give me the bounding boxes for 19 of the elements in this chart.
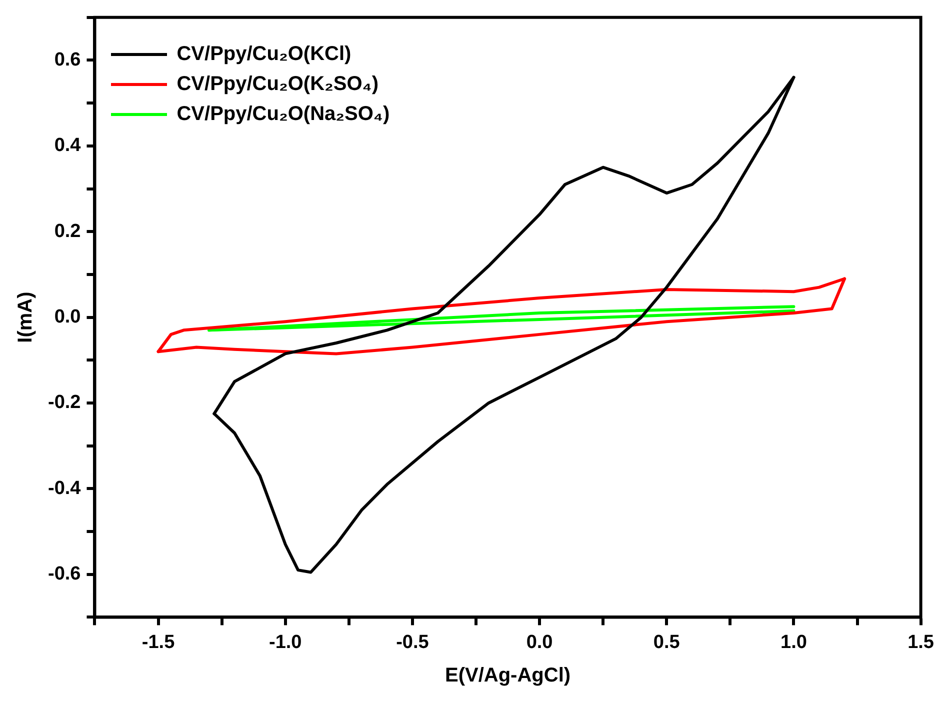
legend-label: CV/Ppy/Cu₂O(K₂SO₄)	[176, 72, 378, 96]
x-tick-label: -0.5	[396, 632, 430, 653]
y-axis-title: I(mA)	[14, 292, 37, 343]
y-tick-label: 0.4	[54, 135, 82, 156]
x-tick-label: 0.5	[653, 632, 680, 653]
y-tick-label: 0.6	[54, 49, 81, 70]
x-tick-label: -1.5	[142, 632, 176, 653]
x-tick-label: -1.0	[268, 632, 302, 653]
y-tick-label: -0.2	[48, 392, 81, 414]
x-tick-label: 1.5	[908, 632, 934, 653]
y-tick-label: 0.2	[54, 220, 81, 242]
x-tick-label: 0.0	[526, 632, 553, 653]
legend-label: CV/Ppy/Cu₂O(KCl)	[176, 42, 352, 66]
y-tick-label: 0.0	[54, 306, 81, 328]
y-tick-label: -0.6	[48, 564, 81, 585]
x-axis-title: E(V/Ag-AgCl)	[444, 664, 571, 687]
legend-label: CV/Ppy/Cu₂O(Na₂SO₄)	[176, 102, 390, 126]
y-tick-label: -0.4	[48, 478, 82, 499]
x-tick-label: 1.0	[780, 632, 807, 653]
